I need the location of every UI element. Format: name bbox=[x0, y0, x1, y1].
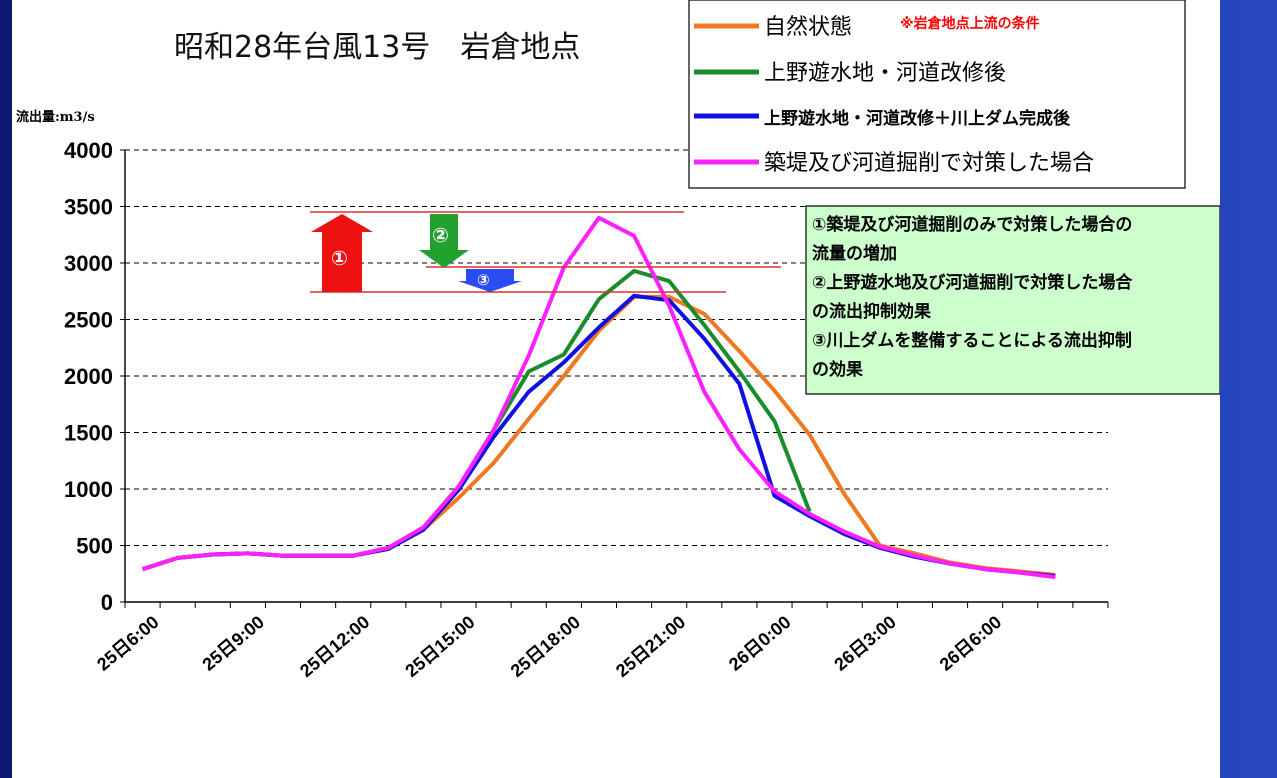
x-tick-label: 25日12:00 bbox=[296, 612, 373, 681]
annotation-line: ③川上ダムを整備することによる流出抑制 bbox=[812, 330, 1132, 351]
green-arrow-shape bbox=[419, 214, 469, 268]
chart-title: 昭和28年台風13号 岩倉地点 bbox=[174, 30, 580, 65]
legend-box bbox=[688, 0, 1186, 189]
series-line-2 bbox=[141, 268, 812, 572]
y-axis-label: 流出量:m3/s bbox=[16, 109, 95, 125]
y-tick-label: 3500 bbox=[64, 195, 113, 220]
marker-3: ③ bbox=[477, 271, 490, 289]
axes bbox=[124, 150, 1108, 603]
legend-label-3: 上野遊水地・河道改修＋川上ダム完成後 bbox=[764, 108, 1071, 129]
blue-arrow-shape bbox=[458, 269, 522, 292]
arrow-blue-effect: ③ bbox=[458, 269, 522, 292]
y-tick-label: 2000 bbox=[64, 364, 113, 389]
y-tick-label: 4000 bbox=[64, 138, 113, 163]
marker-1: ① bbox=[331, 246, 348, 270]
marker-2: ② bbox=[432, 223, 449, 247]
y-tick-label: 3000 bbox=[64, 251, 113, 276]
arrow-green-effect: ② bbox=[419, 214, 469, 268]
y-tick-label: 0 bbox=[101, 590, 113, 615]
series-lines bbox=[141, 215, 1056, 580]
x-tick-label: 25日6:00 bbox=[93, 612, 163, 675]
x-tick-label: 26日0:00 bbox=[725, 612, 795, 675]
line-chart: 昭和28年台風13号 岩倉地点 流出量:m3/s 0 500 1000 1500 200… bbox=[16, 0, 1220, 681]
x-tick-label: 26日3:00 bbox=[830, 612, 900, 675]
x-tick-label: 26日6:00 bbox=[936, 612, 1006, 675]
annotation-line: 流量の増加 bbox=[812, 243, 897, 264]
annotation-box-bg bbox=[805, 205, 1220, 395]
x-tick-label: 25日15:00 bbox=[401, 612, 478, 681]
x-tick-label: 25日18:00 bbox=[507, 612, 584, 681]
y-tick-label: 2500 bbox=[64, 308, 113, 333]
series-line-4 bbox=[141, 215, 1056, 580]
x-tick-label: 25日21:00 bbox=[612, 612, 689, 681]
x-axis-ticks: 25日6:00 25日9:00 25日12:00 25日15:00 25日18:00 25… bbox=[93, 602, 1109, 681]
chart-panel: 昭和28年台風13号 岩倉地点 流出量:m3/s 0 500 1000 1500 200… bbox=[12, 0, 1220, 778]
annotation-line: の流出抑制効果 bbox=[812, 301, 931, 322]
arrow-increase: ① bbox=[311, 214, 373, 292]
annotation-line: ②上野遊水地及び河道掘削で対策した場合 bbox=[812, 272, 1133, 293]
legend-label-2: 上野遊水地・河道改修後 bbox=[764, 61, 1006, 86]
y-tick-label: 1500 bbox=[64, 421, 113, 446]
legend: 自然状態上野遊水地・河道改修後上野遊水地・河道改修＋川上ダム完成後築堤及び河道掘… bbox=[688, 0, 1186, 189]
annotation-line: の効果 bbox=[812, 359, 863, 380]
legend-note: ※岩倉地点上流の条件 bbox=[900, 15, 1040, 32]
red-arrow-shape bbox=[311, 214, 373, 292]
legend-label-1: 自然状態 bbox=[764, 15, 852, 40]
x-tick-label: 25日9:00 bbox=[198, 612, 268, 675]
y-axis-ticks: 0 500 1000 1500 2000 2500 3000 3500 4000 bbox=[64, 138, 125, 615]
y-tick-label: 1000 bbox=[64, 477, 113, 502]
y-tick-label: 500 bbox=[76, 534, 113, 559]
legend-label-4: 築堤及び河道掘削で対策した場合 bbox=[764, 151, 1094, 176]
annotation-line: ①築堤及び河道掘削のみで対策した場合の bbox=[812, 214, 1132, 235]
